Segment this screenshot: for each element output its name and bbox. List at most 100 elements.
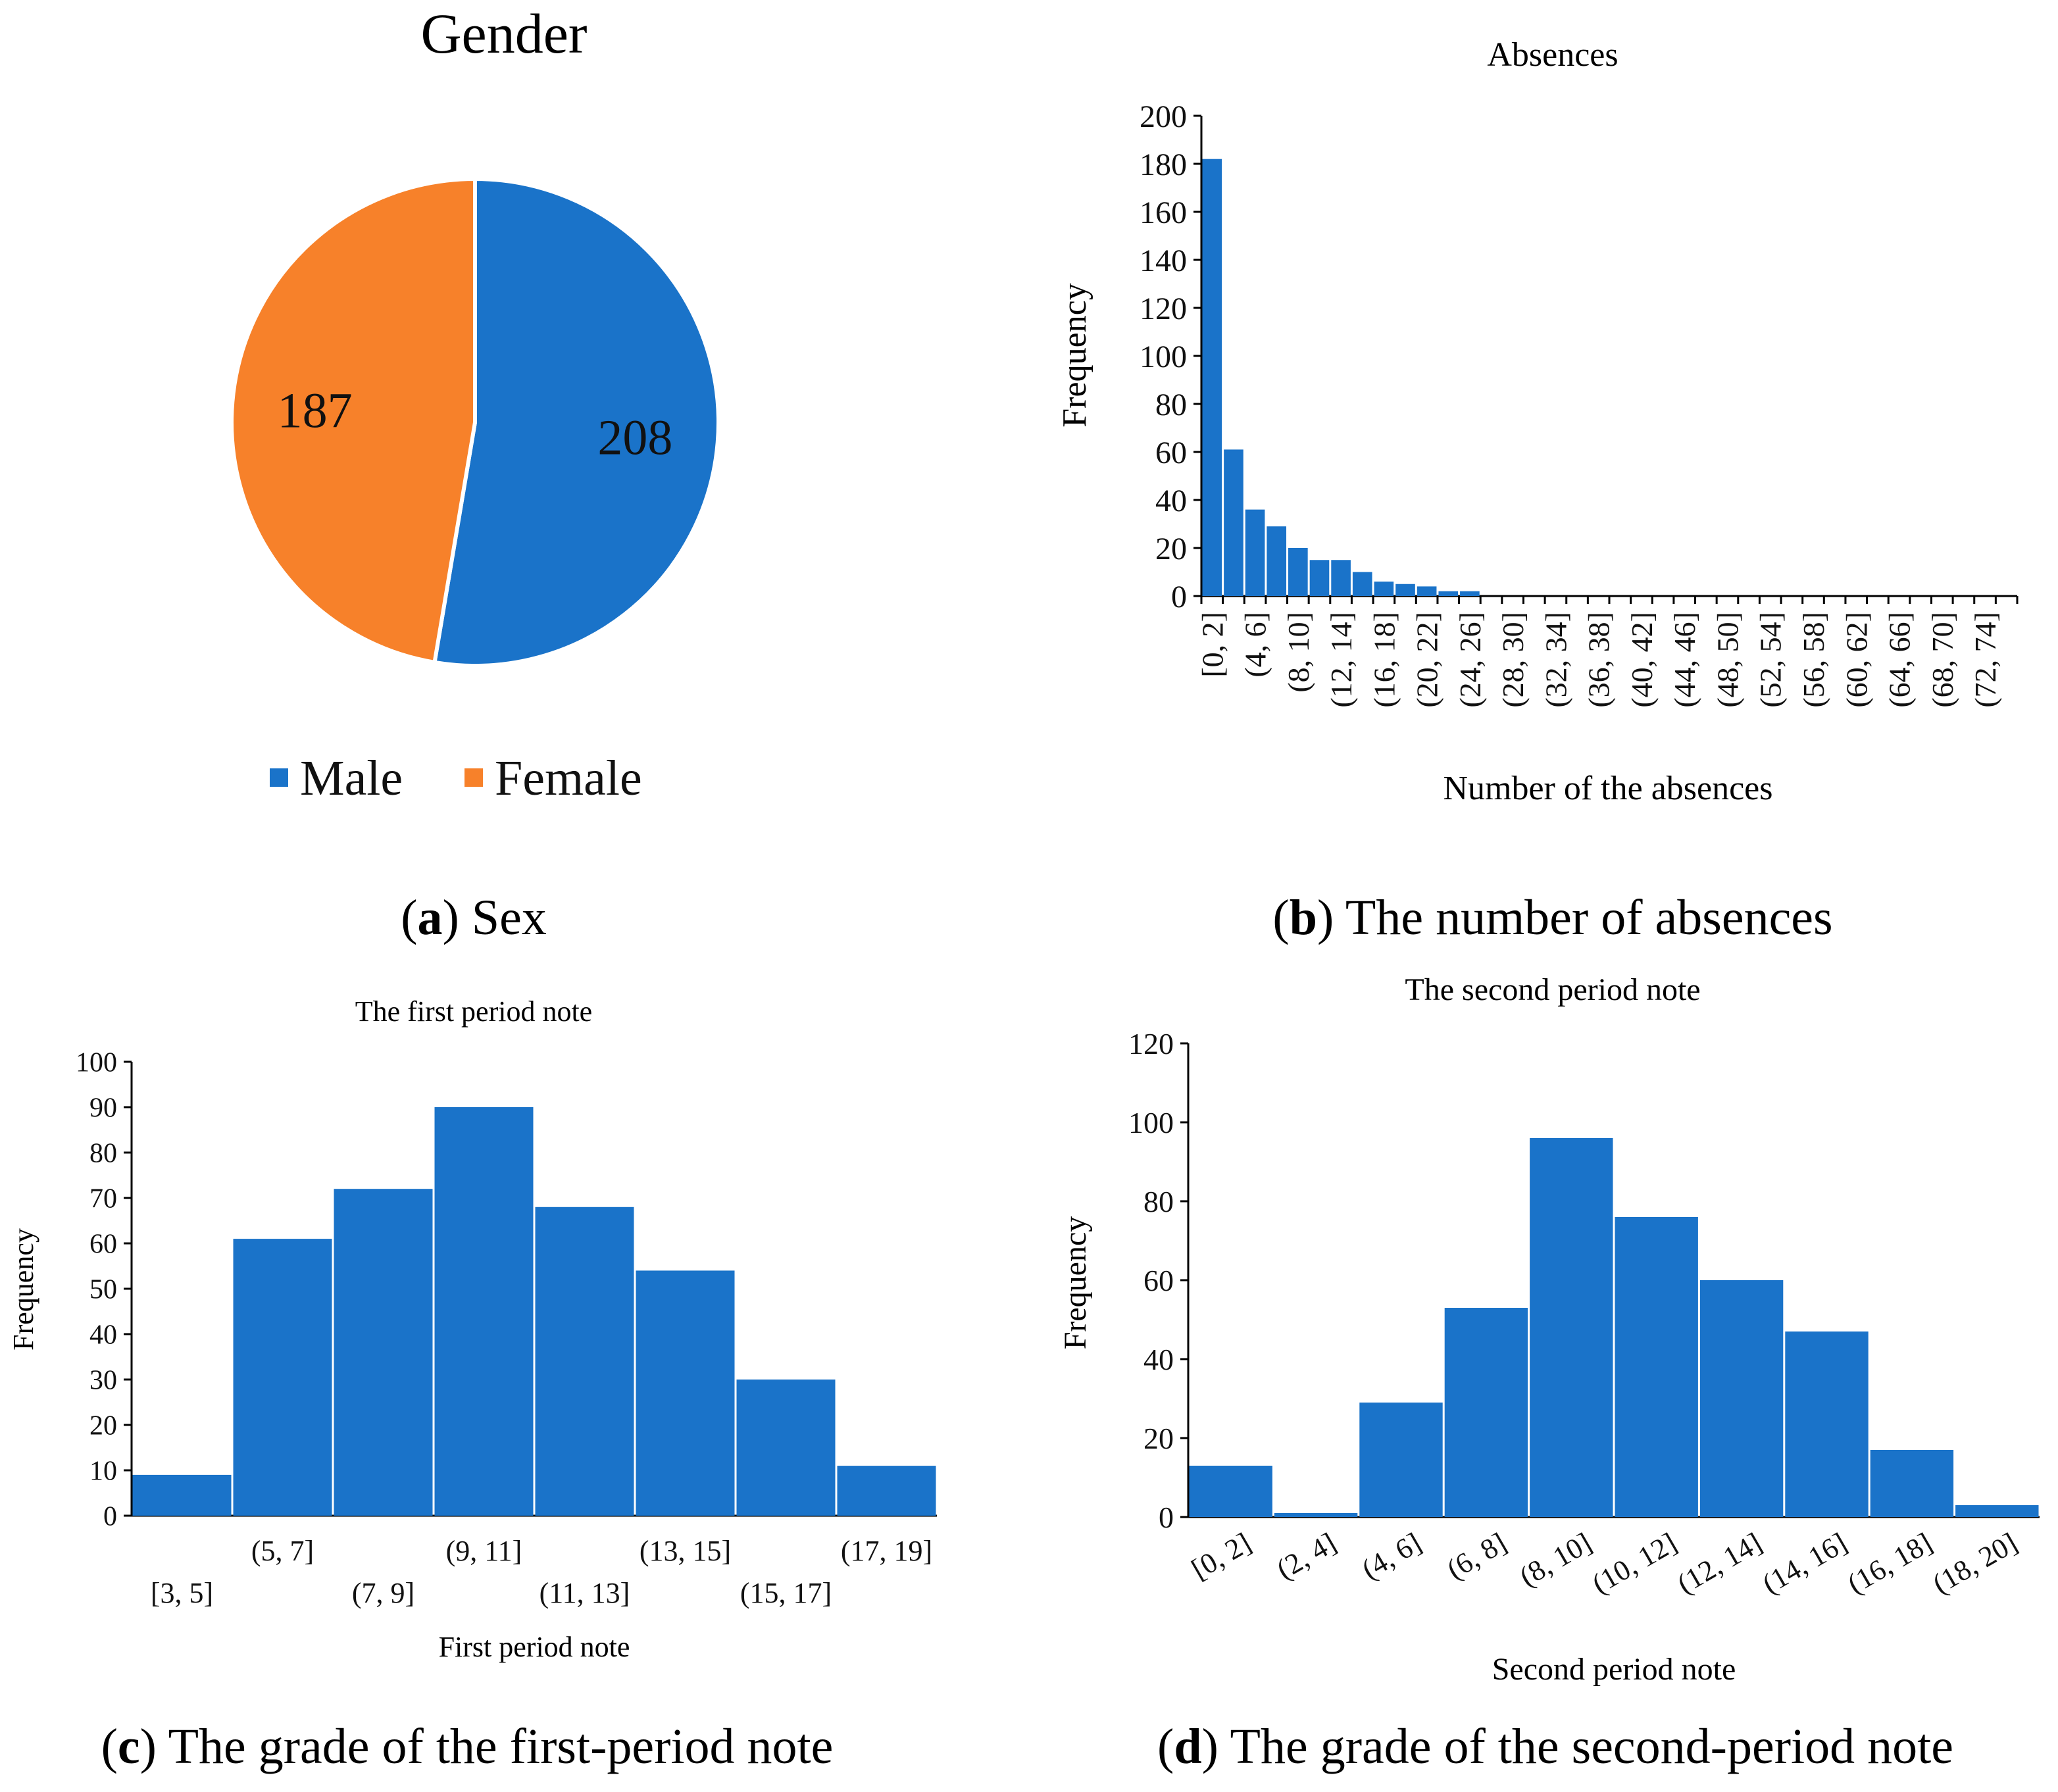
first-period-ytick-label: 30 — [89, 1366, 117, 1396]
absences-ytick-label: 160 — [1140, 195, 1187, 230]
absences-tick-label: (36, 38] — [1582, 612, 1616, 708]
absences-tick-label: (60, 62] — [1840, 612, 1873, 708]
first-period-tick-label: (5, 7] — [251, 1535, 314, 1567]
caption-b-letter: b — [1290, 890, 1317, 945]
first-period-ytick-label: 10 — [89, 1456, 117, 1487]
first-period-bar — [837, 1466, 936, 1516]
first-period-ylabel: Frequency — [7, 1228, 39, 1351]
absences-tick-label: (72, 74] — [1969, 612, 2002, 708]
absences-bar — [1374, 582, 1394, 596]
absences-tick-label: (20, 22] — [1411, 612, 1444, 708]
absences-tick-label: (48, 50] — [1711, 612, 1744, 708]
absences-tick-label: (8, 10] — [1282, 612, 1315, 693]
absences-ytick-label: 20 — [1155, 532, 1187, 566]
first-period-ytick-label: 70 — [89, 1184, 117, 1214]
caption-d-text: The grade of the second-period note — [1218, 1719, 1953, 1774]
panel-a-gender-pie: Gender 208 187 Male Female — [230, 2, 720, 806]
first-period-bar — [233, 1239, 332, 1516]
absences-ytick-label: 0 — [1171, 580, 1187, 614]
caption-b: (b) The number of absences — [1272, 890, 1832, 945]
caption-d-letter: d — [1174, 1719, 1201, 1774]
first-period-tick-label: (17, 19] — [841, 1535, 932, 1567]
absences-ytick-label: 100 — [1140, 339, 1187, 374]
absences-tick-label: (12, 14] — [1324, 612, 1358, 708]
first-period-bar — [736, 1380, 836, 1516]
first-period-tick-label: (7, 9] — [352, 1577, 414, 1609]
legend-swatch-male — [270, 768, 288, 787]
absences-tick-label: (52, 54] — [1754, 612, 1788, 708]
second-period-tick-label: (2, 4] — [1271, 1526, 1342, 1585]
absences-tick-label: (44, 46] — [1668, 612, 1701, 708]
second-period-tick-label: (6, 8] — [1442, 1526, 1512, 1585]
absences-bar — [1395, 584, 1415, 596]
first-period-bar — [132, 1474, 232, 1516]
second-period-ytick-label: 120 — [1128, 1027, 1174, 1060]
second-period-bar — [1444, 1308, 1528, 1517]
first-period-tick-label: (11, 13] — [540, 1577, 630, 1609]
absences-ytick-label: 200 — [1140, 99, 1187, 134]
absences-ytick-label: 180 — [1140, 147, 1187, 182]
absences-bar — [1224, 449, 1243, 596]
second-period-ytick-label: 40 — [1143, 1343, 1174, 1376]
absences-ytick-label: 120 — [1140, 291, 1187, 326]
panel-d-second-period-histogram: The second period note Frequency Second … — [1058, 972, 2040, 1687]
first-period-ytick-label: 90 — [89, 1093, 117, 1124]
second-period-tick-label: (16, 18] — [1842, 1526, 1938, 1600]
caption-d: (d) The grade of the second-period note — [1157, 1719, 1953, 1774]
second-period-ytick-label: 60 — [1143, 1264, 1174, 1297]
caption-a: (a) Sex — [401, 890, 547, 945]
first-period-tick-label: (13, 15] — [640, 1535, 731, 1567]
absences-ytick-label: 140 — [1140, 243, 1187, 278]
absences-bar — [1352, 572, 1372, 596]
absences-bar — [1331, 560, 1351, 596]
first-period-ytick-label: 100 — [76, 1048, 117, 1078]
pie-slice-male — [432, 176, 720, 668]
second-period-ytick-label: 0 — [1159, 1501, 1174, 1534]
absences-bar — [1309, 560, 1330, 596]
absences-title: Absences — [1487, 36, 1618, 74]
absences-bar — [1245, 509, 1265, 596]
first-period-tick-label: (9, 11] — [446, 1535, 522, 1567]
second-period-title: The second period note — [1405, 972, 1700, 1007]
caption-a-letter: a — [418, 890, 443, 945]
second-period-tick-label: (4, 6] — [1356, 1526, 1426, 1585]
second-period-bar — [1189, 1466, 1272, 1517]
second-period-ytick-label: 20 — [1143, 1422, 1174, 1455]
second-period-tick-label: (8, 10] — [1514, 1526, 1597, 1593]
second-period-tick-label: (10, 12] — [1587, 1526, 1682, 1600]
second-period-bar — [1699, 1280, 1784, 1517]
absences-ytick-label: 60 — [1155, 436, 1187, 470]
first-period-ytick-label: 60 — [89, 1230, 117, 1260]
caption-c-letter: c — [118, 1719, 140, 1774]
second-period-bar — [1274, 1513, 1358, 1517]
absences-bar — [1460, 591, 1480, 596]
first-period-bar — [535, 1207, 634, 1516]
panel-c-first-period-histogram: The first period note Frequency First pe… — [7, 995, 937, 1663]
pie-title: Gender — [420, 2, 587, 65]
second-period-tick-label: [0, 2] — [1186, 1526, 1257, 1585]
second-period-bar — [1955, 1505, 2039, 1517]
first-period-bar — [636, 1270, 735, 1516]
caption-a-text: Sex — [459, 890, 547, 945]
second-period-tick-label: (14, 16] — [1757, 1526, 1852, 1600]
first-period-tick-label: [3, 5] — [151, 1577, 213, 1609]
absences-bar — [1202, 159, 1222, 596]
second-period-ytick-label: 100 — [1128, 1106, 1174, 1139]
first-period-tick-label: (15, 17] — [740, 1577, 832, 1609]
absences-ytick-label: 40 — [1155, 484, 1187, 518]
second-period-bar — [1530, 1138, 1613, 1517]
absences-tick-label: (68, 70] — [1926, 612, 1959, 708]
first-period-xlabel: First period note — [439, 1631, 630, 1663]
second-period-ytick-label: 80 — [1143, 1185, 1174, 1218]
absences-tick-label: [0, 2] — [1195, 612, 1229, 678]
second-period-bar — [1359, 1403, 1443, 1517]
pie-slice-female — [230, 176, 477, 665]
legend-label-female: Female — [495, 751, 642, 806]
first-period-title: The first period note — [355, 995, 592, 1028]
second-period-xlabel: Second period note — [1492, 1652, 1736, 1687]
absences-bar — [1438, 591, 1459, 596]
first-period-ytick-label: 50 — [89, 1275, 117, 1305]
absences-tick-label: (24, 26] — [1453, 612, 1487, 708]
caption-c: (c) The grade of the first-period note — [101, 1719, 834, 1774]
